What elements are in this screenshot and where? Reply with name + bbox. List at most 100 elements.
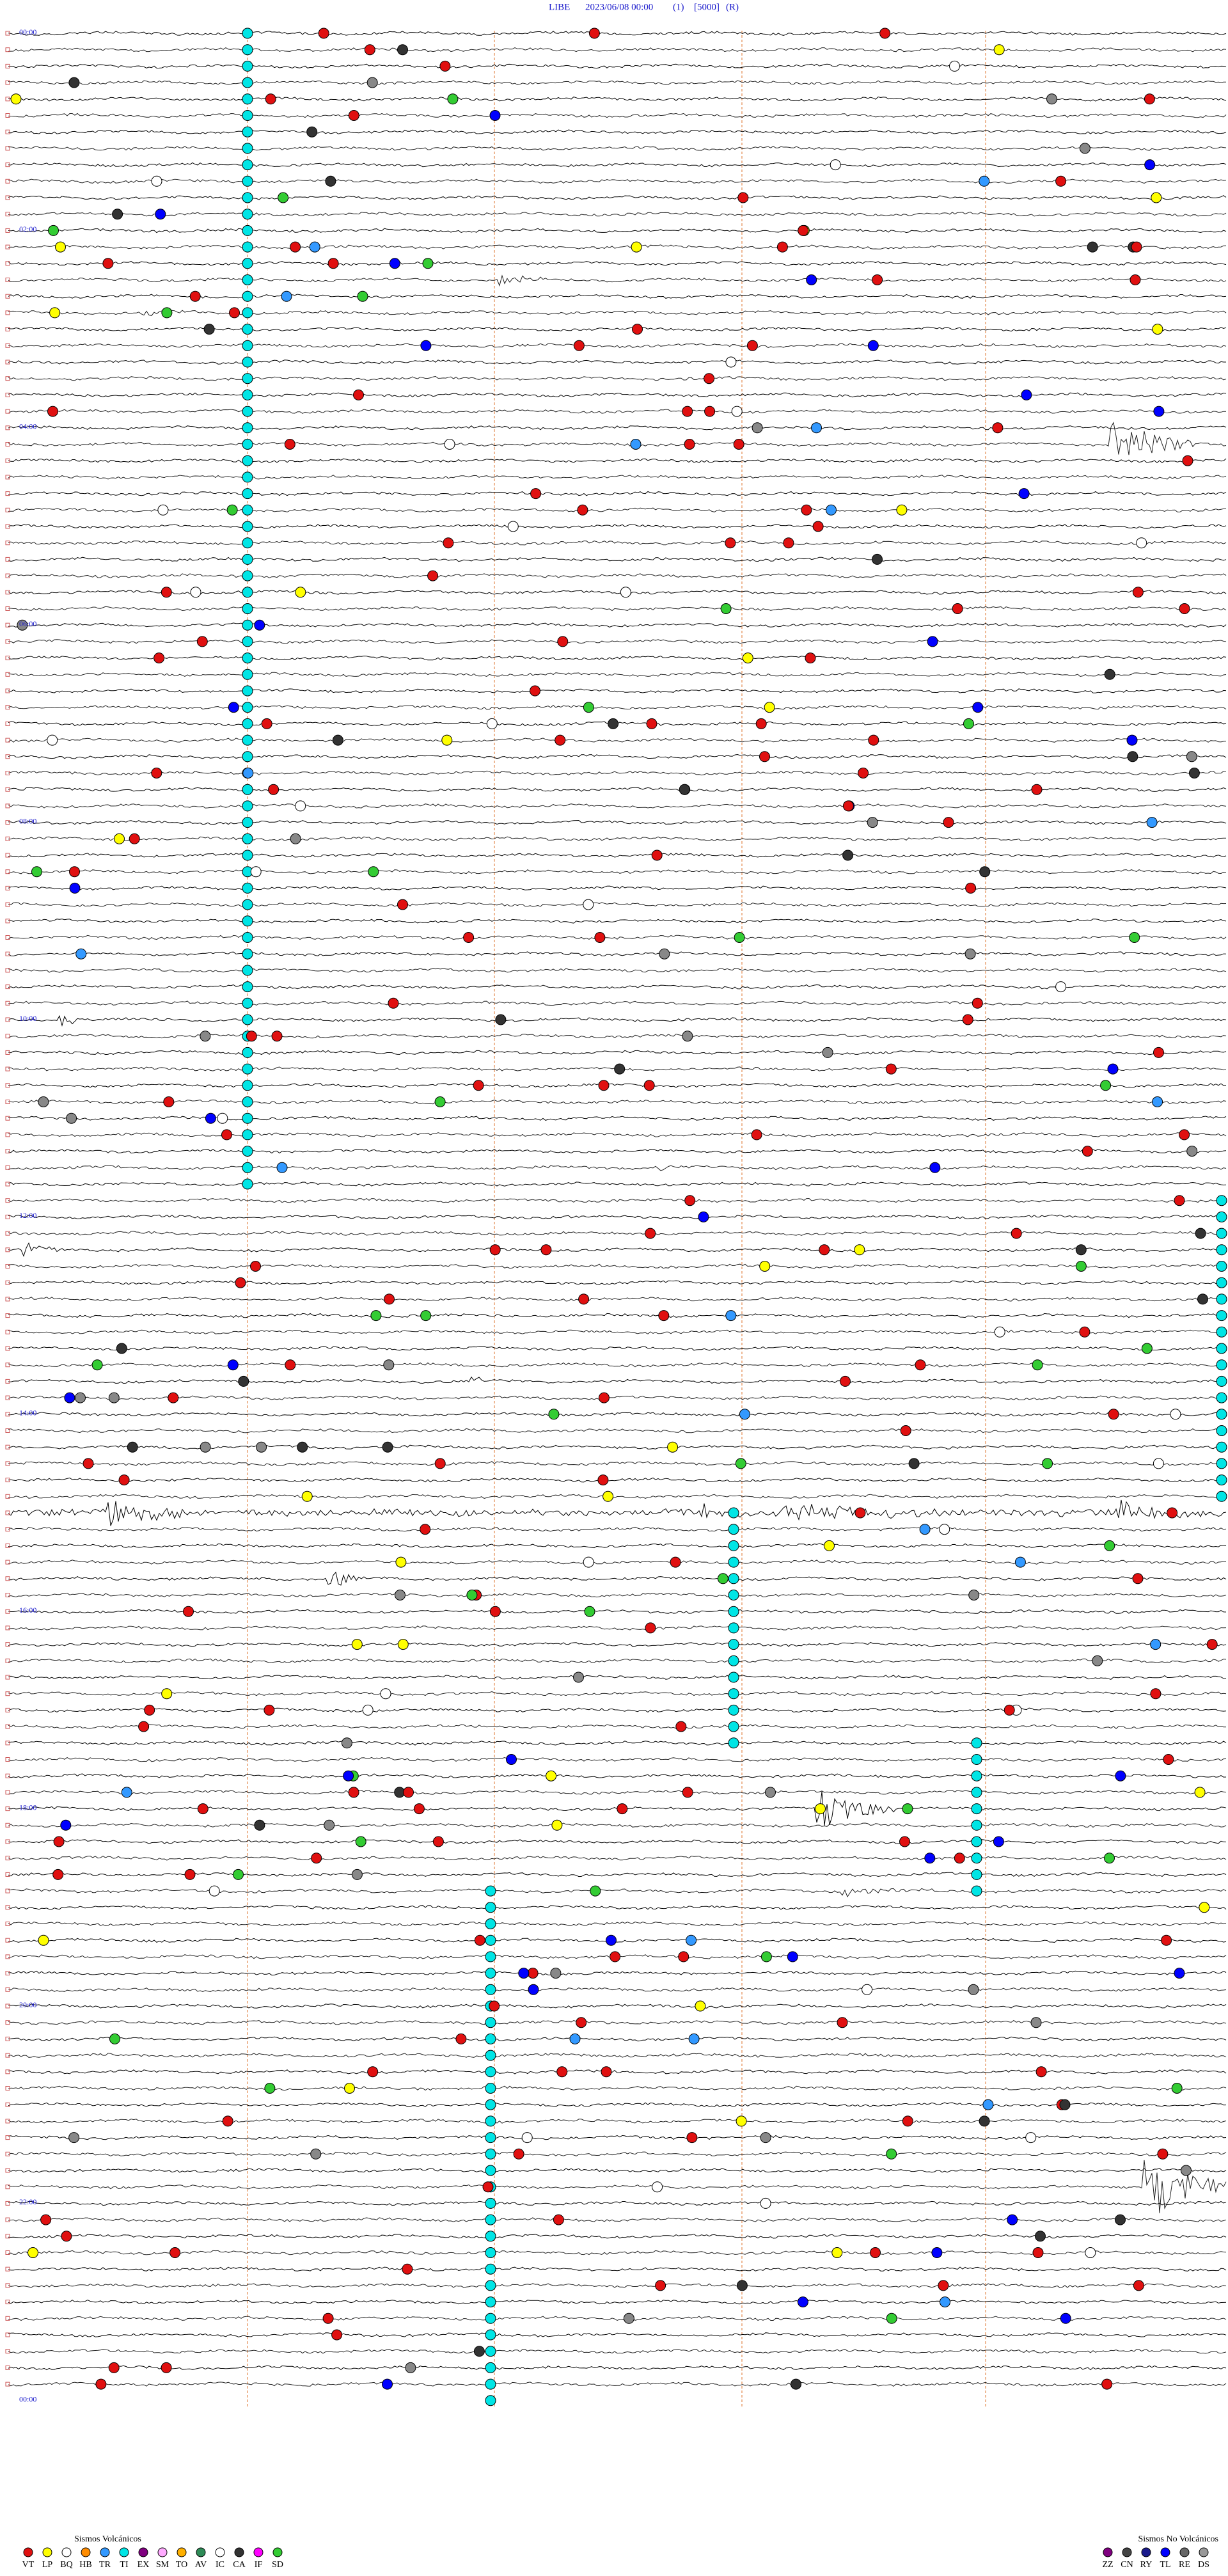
row-marker (5, 656, 10, 661)
event (1152, 324, 1163, 335)
event (584, 1606, 595, 1617)
event (725, 537, 736, 549)
event (485, 1902, 496, 1913)
row-marker (5, 1478, 10, 1483)
event (309, 241, 320, 253)
event (295, 587, 306, 598)
legend-title: Sismos Volcánicos (74, 2534, 141, 2544)
event (1216, 1441, 1227, 1453)
event (10, 93, 22, 105)
event (659, 948, 670, 960)
row-marker (5, 1888, 10, 1893)
event (332, 734, 343, 746)
event (161, 307, 173, 319)
event (163, 1096, 175, 1107)
event (422, 258, 434, 269)
trace (8, 754, 1227, 759)
event (1133, 2280, 1144, 2291)
row-marker (5, 228, 10, 233)
event (919, 1524, 931, 1535)
event (285, 1359, 296, 1371)
row-marker (5, 1757, 10, 1762)
event (200, 1031, 211, 1042)
trace (8, 836, 1226, 842)
event (576, 2017, 587, 2028)
row-marker (5, 1000, 10, 1006)
event (64, 1392, 75, 1403)
trace (8, 1938, 1227, 1943)
event (964, 948, 976, 960)
event (602, 1490, 614, 1502)
event (242, 784, 253, 795)
row-marker (5, 1231, 10, 1236)
event (1025, 2132, 1037, 2144)
event (733, 439, 744, 450)
event (1055, 175, 1067, 187)
event (388, 997, 399, 1009)
event (242, 389, 253, 400)
trace (8, 573, 1227, 578)
event (971, 1803, 982, 1815)
event (485, 2329, 496, 2341)
trace (8, 1625, 1227, 1631)
row-marker (5, 754, 10, 759)
event (1157, 2148, 1169, 2160)
event (242, 702, 253, 713)
trace (8, 1313, 1227, 1318)
legend-code: TI (120, 2560, 129, 2570)
event (306, 126, 318, 138)
event (1144, 93, 1155, 105)
event (752, 422, 763, 434)
row-marker (5, 1313, 10, 1318)
event (1079, 143, 1090, 154)
event (632, 324, 643, 335)
trace (8, 1609, 1227, 1614)
row-marker (5, 1741, 10, 1746)
event (830, 159, 841, 171)
event (1163, 1754, 1174, 1765)
legend-swatch (234, 2547, 244, 2557)
time-label: 20:00 (19, 2000, 36, 2009)
legend-code: LP (42, 2560, 53, 2570)
row-marker (5, 1198, 10, 1203)
legend-swatch (42, 2547, 52, 2557)
legend-swatch (81, 2547, 91, 2557)
event (1186, 751, 1197, 763)
event (550, 1968, 562, 1979)
event (486, 718, 498, 729)
event (397, 44, 408, 56)
event (679, 784, 690, 795)
row-marker (5, 2234, 10, 2239)
trace (8, 1987, 1227, 1993)
event (1216, 1409, 1227, 1420)
row-marker (5, 2316, 10, 2321)
event (403, 1787, 414, 1798)
event (66, 1112, 77, 1124)
trace (8, 1242, 1227, 1258)
trace (8, 2003, 1227, 2009)
legend-title: Sismos No Volcánicos (1138, 2534, 1219, 2544)
event (1216, 1228, 1227, 1239)
event (242, 636, 253, 647)
trace (8, 1970, 1227, 1976)
event (583, 1556, 594, 1568)
event (993, 44, 1005, 56)
event (38, 1096, 49, 1107)
trace (8, 1822, 1227, 1828)
event (311, 1853, 322, 1864)
event (327, 258, 339, 269)
event (755, 718, 767, 729)
trace (8, 1376, 1227, 1384)
event (242, 241, 253, 253)
event (728, 1573, 739, 1584)
row-marker (5, 1444, 10, 1450)
legend-code: CA (233, 2560, 246, 2570)
row-marker (5, 2119, 10, 2124)
event (256, 1441, 267, 1453)
event (1144, 159, 1156, 171)
trace (8, 1033, 1227, 1039)
event (902, 2115, 913, 2127)
trace (8, 1000, 1227, 1006)
row-marker (5, 1395, 10, 1400)
event (353, 389, 364, 400)
